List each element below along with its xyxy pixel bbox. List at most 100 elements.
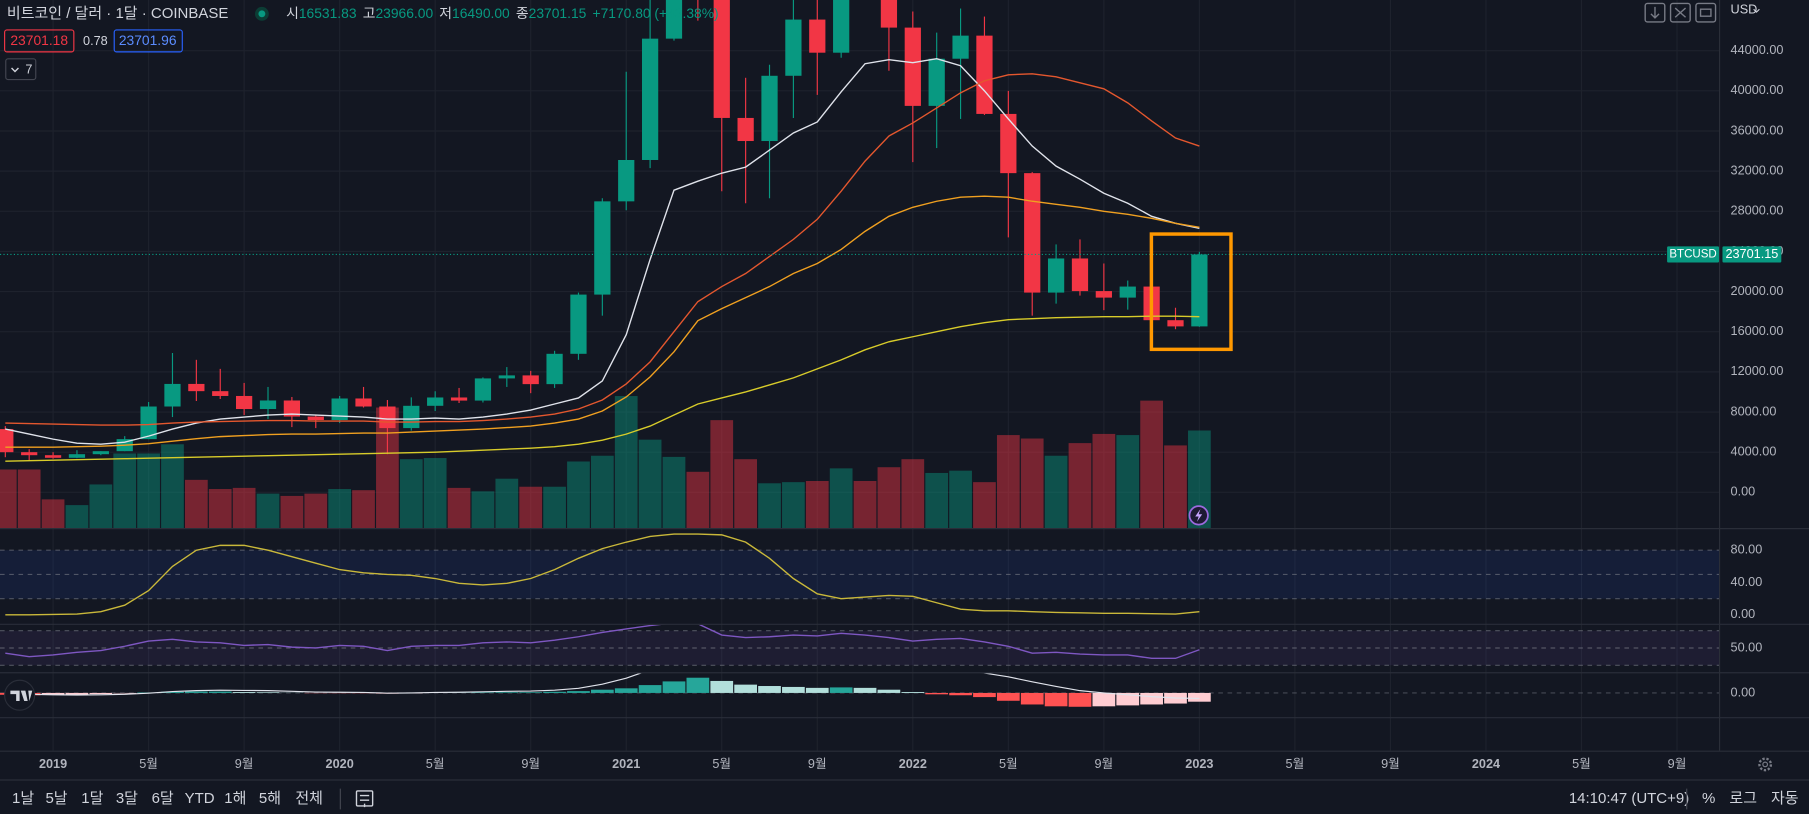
macd-bar [590, 689, 614, 693]
volume-bar [137, 453, 160, 529]
axes: 2019 5월 9월 2020 5월 9월 2021 5월 9월 2022 5월 9월 2023 5월 9월… [39, 43, 1783, 771]
rsi-pane [0, 624, 1720, 666]
range-button[interactable]: YTD [185, 790, 215, 807]
range-button[interactable]: 3달 [116, 790, 138, 807]
separators [0, 0, 1809, 781]
y-tick-label: 50.00 [1731, 640, 1763, 654]
overlay-line [5, 195, 1200, 448]
symbol-title: 비트코인 / 달러 · 1달 · COINBASE [7, 5, 228, 22]
scale-button[interactable]: % [1702, 790, 1715, 807]
volume-bar [232, 487, 256, 529]
volume-bar [471, 491, 495, 529]
scale-button[interactable]: 로그 [1729, 790, 1757, 807]
candle-body [307, 416, 324, 421]
range-button[interactable]: 1해 [224, 790, 246, 807]
volume-bar [423, 458, 447, 529]
candle-body [928, 58, 945, 106]
highlight-box[interactable] [1149, 232, 1233, 352]
y-tick-label: 0.00 [1731, 685, 1756, 699]
candle-body [403, 405, 420, 429]
y-tick-label: 12000.00 [1731, 364, 1784, 378]
volume-bar [0, 469, 17, 529]
macd-bar [1020, 692, 1044, 705]
candle-body [92, 451, 109, 455]
volume-bar [184, 479, 208, 529]
volume-bar [1044, 455, 1068, 529]
volume-bar [447, 487, 471, 529]
candle-body [212, 391, 229, 396]
x-tick-label: 2021 [612, 757, 640, 771]
macd-bar [925, 692, 949, 695]
x-tick-label: 5월 [139, 757, 158, 771]
range-button[interactable]: 전체 [295, 790, 323, 807]
high-value: 23966.00 [375, 4, 433, 20]
clock[interactable]: 14:10:47 (UTC+9) [1569, 790, 1689, 807]
candle-body [1119, 286, 1136, 298]
price-tag [1667, 246, 1720, 263]
macd-bar [567, 691, 590, 693]
macd-bar [996, 692, 1020, 701]
macd-bar [638, 685, 662, 693]
currency[interactable]: USD [1731, 3, 1758, 17]
range-button[interactable]: 1달 [81, 790, 103, 807]
settings-icon[interactable] [1758, 757, 1773, 772]
scale-button[interactable]: 자동 [1771, 790, 1799, 807]
top-icons[interactable] [1644, 2, 1717, 23]
volume-bar [1068, 443, 1092, 529]
candle-body [1167, 320, 1184, 327]
candle-body [665, 0, 683, 39]
macd-bar [829, 687, 853, 693]
macd-bar [184, 691, 208, 693]
candle-body [809, 19, 826, 53]
candle-body [880, 0, 898, 28]
volume-bar [304, 493, 328, 529]
compare-icon[interactable] [355, 790, 374, 808]
candle-body [68, 454, 86, 458]
y-tick-label: 36000.00 [1731, 123, 1784, 137]
volume-bar [543, 486, 566, 529]
range-button[interactable]: 1날 [12, 790, 34, 807]
ohlc: 시16531.83 고23966.00 저16490.00 종23701.15 … [286, 4, 719, 20]
candle-body [570, 294, 587, 354]
candle-body [1024, 173, 1041, 293]
candle-body [761, 75, 778, 142]
range-button[interactable]: 6달 [152, 790, 174, 807]
candle-body [164, 383, 181, 407]
macd-bar [734, 684, 757, 693]
candle-body [379, 406, 396, 429]
volume-bar [1164, 445, 1187, 529]
candle-body [833, 0, 850, 53]
candle-body [1191, 254, 1208, 327]
candle-body [1071, 258, 1089, 292]
macd-bar [208, 691, 232, 693]
x-tick-label: 2022 [899, 757, 927, 771]
candle-body [0, 429, 14, 453]
y-tick-label: 80.00 [1731, 543, 1763, 557]
y-tick-label: 0.00 [1731, 485, 1756, 499]
event-icon[interactable] [1188, 505, 1209, 526]
volume-bar [614, 396, 638, 529]
volume-bar [973, 482, 996, 529]
macd-bar [614, 688, 638, 693]
macd-bar [1116, 692, 1140, 706]
volume-bar [1188, 430, 1211, 529]
collapse-button[interactable]: 7 [5, 58, 37, 81]
volume-bar [734, 459, 757, 529]
volume-bar [1020, 438, 1044, 529]
macd-bar [782, 686, 805, 693]
range-button[interactable]: 5날 [45, 790, 67, 807]
low-label: 저 [439, 4, 452, 20]
volume-bar [328, 489, 352, 529]
volume-bar [519, 486, 543, 529]
volume-bar [352, 490, 375, 529]
x-tick-label: 5월 [712, 757, 731, 771]
collapsed-count: 7 [25, 63, 32, 77]
volume-bar [590, 455, 614, 529]
candle-body [259, 400, 277, 410]
macd-bar [901, 692, 925, 693]
price-tag-name: BTCUSD [1669, 248, 1716, 260]
candle-body [236, 395, 253, 410]
volume-bar [1140, 400, 1163, 529]
range-button[interactable]: 5해 [259, 790, 281, 807]
x-tick-label: 2019 [39, 757, 67, 771]
